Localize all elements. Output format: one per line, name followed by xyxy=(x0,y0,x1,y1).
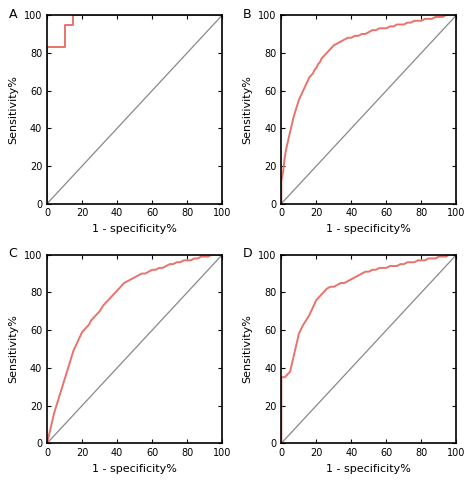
Y-axis label: Sensitivity%: Sensitivity% xyxy=(243,75,253,144)
Text: C: C xyxy=(9,247,18,260)
Y-axis label: Sensitivity%: Sensitivity% xyxy=(9,75,18,144)
X-axis label: 1 - specificity%: 1 - specificity% xyxy=(92,224,177,234)
Y-axis label: Sensitivity%: Sensitivity% xyxy=(243,315,253,383)
X-axis label: 1 - specificity%: 1 - specificity% xyxy=(92,464,177,474)
X-axis label: 1 - specificity%: 1 - specificity% xyxy=(327,464,411,474)
Y-axis label: Sensitivity%: Sensitivity% xyxy=(9,315,18,383)
Text: D: D xyxy=(243,247,253,260)
Text: A: A xyxy=(9,8,17,21)
Text: B: B xyxy=(243,8,251,21)
X-axis label: 1 - specificity%: 1 - specificity% xyxy=(327,224,411,234)
